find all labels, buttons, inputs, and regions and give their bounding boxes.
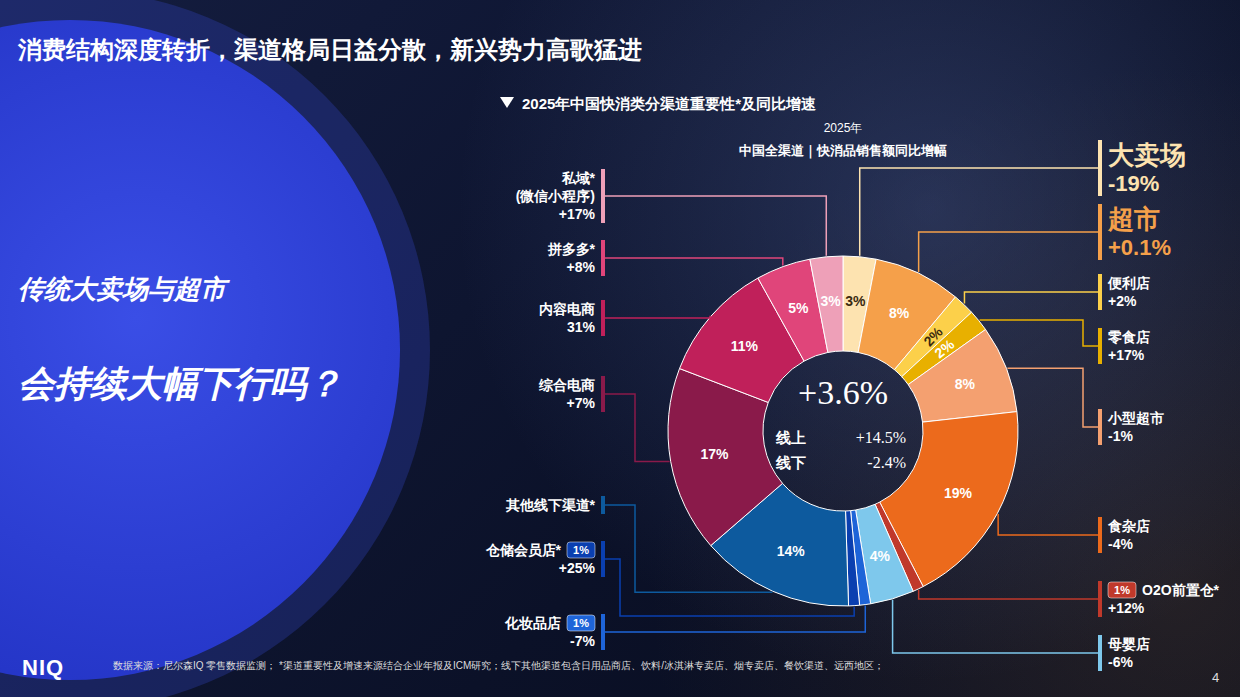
svg-text:私域*: 私域*: [561, 170, 596, 186]
svg-text:19%: 19%: [944, 485, 973, 501]
html-text:NIQ: NIQ: [22, 655, 65, 680]
svg-text:31%: 31%: [567, 319, 596, 335]
svg-text:+14.5%: +14.5%: [856, 429, 906, 446]
svg-text:-6%: -6%: [1108, 654, 1133, 670]
svg-text:1%: 1%: [573, 544, 589, 556]
svg-text:-1%: -1%: [1108, 428, 1133, 444]
svg-text:3%: 3%: [845, 293, 866, 309]
svg-text:1%: 1%: [1114, 584, 1130, 596]
svg-text:-2.4%: -2.4%: [867, 454, 906, 471]
svg-text:+0.1%: +0.1%: [1108, 235, 1171, 260]
svg-text:14%: 14%: [777, 543, 806, 559]
svg-text:内容电商: 内容电商: [539, 301, 595, 317]
html-text:会持续大幅下行吗？: 会持续大幅下行吗？: [18, 363, 342, 404]
svg-text:零食店: 零食店: [1107, 329, 1150, 345]
svg-text:4%: 4%: [870, 548, 891, 564]
svg-text:-19%: -19%: [1108, 171, 1159, 196]
html-text:传统大卖场与超市: 传统大卖场与超市: [18, 274, 226, 304]
svg-text:8%: 8%: [889, 305, 910, 321]
svg-text:+17%: +17%: [559, 206, 596, 222]
html-text:数据来源：尼尔森IQ 零售数据监测； *渠道重要性及增速来源: 数据来源：尼尔森IQ 零售数据监测； *渠道重要性及增速来源结合企业年报及ICM…: [113, 660, 885, 671]
svg-text:2%: 2%: [931, 336, 957, 362]
html-text:4: 4: [1212, 670, 1220, 685]
svg-text:8%: 8%: [955, 376, 976, 392]
svg-text:17%: 17%: [700, 446, 729, 462]
svg-text:化妆品店: 化妆品店: [504, 615, 561, 631]
svg-text:食杂店: 食杂店: [1107, 518, 1150, 534]
svg-text:线上: 线上: [775, 429, 806, 446]
svg-text:+12%: +12%: [1108, 600, 1145, 616]
svg-text:拼多多*: 拼多多*: [547, 241, 596, 257]
svg-text:线下: 线下: [775, 454, 806, 471]
svg-text:综合电商: 综合电商: [538, 377, 595, 393]
svg-text:母婴店: 母婴店: [1107, 636, 1150, 652]
svg-text:+8%: +8%: [567, 259, 596, 275]
svg-text:-4%: -4%: [1108, 536, 1133, 552]
svg-text:+17%: +17%: [1108, 347, 1145, 363]
svg-text:中国全渠道｜快消品销售额同比增幅: 中国全渠道｜快消品销售额同比增幅: [739, 143, 947, 159]
svg-text:+7%: +7%: [567, 395, 596, 411]
svg-text:+2%: +2%: [1108, 293, 1137, 309]
svg-text:超市: 超市: [1107, 204, 1160, 234]
svg-text:(微信小程序): (微信小程序): [516, 188, 595, 204]
svg-text:2025年: 2025年: [824, 121, 863, 135]
svg-text:大卖场: 大卖场: [1108, 140, 1186, 170]
svg-text:便利店: 便利店: [1107, 275, 1150, 291]
svg-text:1%: 1%: [573, 617, 589, 629]
svg-text:5%: 5%: [788, 300, 809, 316]
svg-text:+3.6%: +3.6%: [798, 374, 888, 411]
svg-text:11%: 11%: [731, 338, 759, 354]
svg-text:3%: 3%: [820, 293, 841, 309]
html-text:2025年中国快消类分渠道重要性*及同比增速: 2025年中国快消类分渠道重要性*及同比增速: [522, 95, 817, 112]
svg-text:O2O前置仓*: O2O前置仓*: [1142, 582, 1220, 598]
svg-text:仓储会员店*: 仓储会员店*: [485, 542, 562, 558]
svg-text:-7%: -7%: [570, 633, 595, 649]
html-text:消费结构深度转折，渠道格局日益分散，新兴势力高歌猛进: 消费结构深度转折，渠道格局日益分散，新兴势力高歌猛进: [18, 36, 642, 63]
svg-text:小型超市: 小型超市: [1107, 410, 1164, 426]
svg-text:+25%: +25%: [559, 560, 596, 576]
svg-text:其他线下渠道*: 其他线下渠道*: [505, 497, 596, 513]
